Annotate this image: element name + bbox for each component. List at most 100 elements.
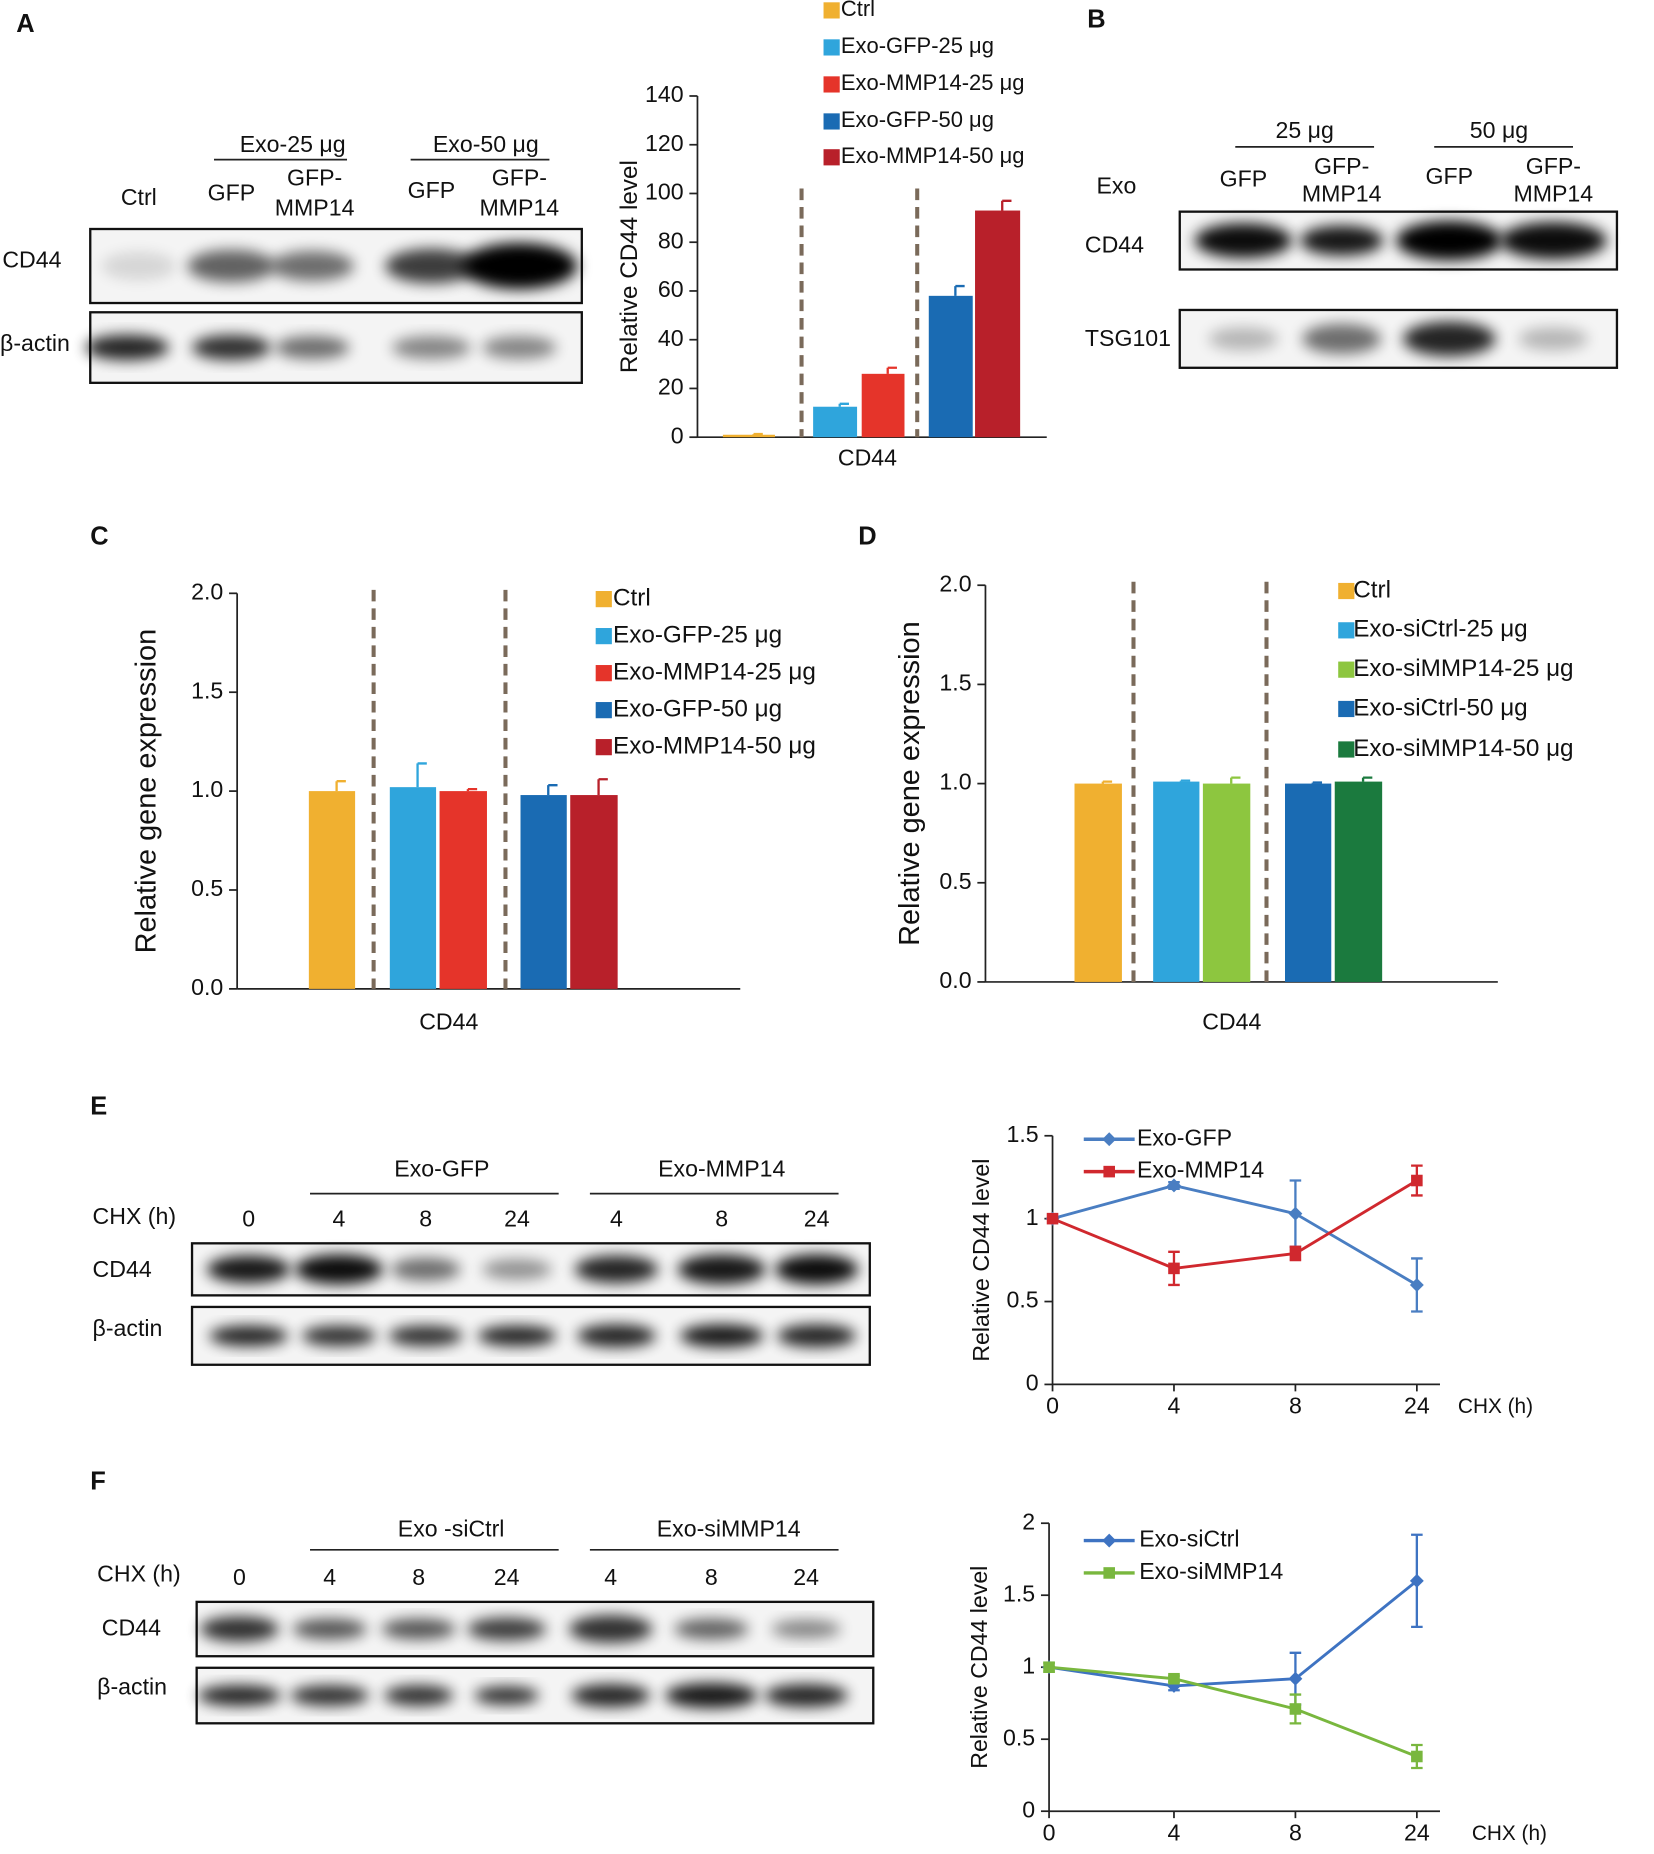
y-tick-label: 2.0 bbox=[191, 578, 223, 604]
band bbox=[388, 1325, 463, 1347]
y-axis-label: Relative CD44 level bbox=[966, 1566, 992, 1769]
legend-swatch bbox=[823, 76, 840, 93]
band bbox=[574, 1255, 659, 1284]
blot-header: Exo bbox=[1096, 172, 1136, 198]
y-tick-label: 0.5 bbox=[1003, 1724, 1035, 1750]
band bbox=[771, 1619, 841, 1639]
legend-label: Exo-MMP14-50 μg bbox=[841, 143, 1025, 168]
x-tick-label: 4 bbox=[1168, 1393, 1181, 1419]
y-tick-label: 140 bbox=[645, 81, 684, 107]
y-tick-label: 1 bbox=[1022, 1652, 1035, 1678]
x-tick-label: 4 bbox=[1168, 1819, 1181, 1845]
bar bbox=[861, 373, 905, 438]
band bbox=[381, 1618, 456, 1640]
error-bar bbox=[1361, 776, 1373, 782]
y-tick-label: 1.5 bbox=[191, 677, 223, 703]
group-label: 50 μg bbox=[1470, 117, 1528, 143]
x-tick-label: CD44 bbox=[419, 1009, 478, 1035]
band bbox=[482, 335, 557, 360]
legend-swatch bbox=[1338, 582, 1355, 600]
marker bbox=[1409, 1278, 1424, 1292]
band bbox=[390, 1257, 461, 1281]
legend-swatch bbox=[823, 149, 840, 166]
row-label: β-actin bbox=[97, 1674, 167, 1700]
y-tick-label: 0 bbox=[1026, 1370, 1039, 1396]
lane-label: 4 bbox=[323, 1564, 336, 1590]
marker bbox=[1043, 1661, 1055, 1673]
legend-label: Exo-GFP bbox=[1137, 1124, 1232, 1150]
band bbox=[392, 335, 471, 360]
y-tick-label: 0.0 bbox=[939, 967, 971, 993]
legend-swatch bbox=[823, 39, 840, 56]
y-tick-label: 2 bbox=[1022, 1508, 1035, 1534]
legend-label: Exo-siCtrl-50 μg bbox=[1353, 694, 1527, 721]
bar bbox=[975, 210, 1021, 438]
blot-row bbox=[89, 227, 583, 305]
band bbox=[197, 1685, 282, 1706]
y-tick-label: 1.5 bbox=[939, 670, 971, 696]
lane-label: 0 bbox=[233, 1564, 246, 1590]
legend-swatch bbox=[595, 702, 612, 719]
legend-label: Exo-siMMP14-50 μg bbox=[1353, 735, 1573, 762]
x-axis-label: CHX (h) bbox=[1458, 1395, 1533, 1418]
band bbox=[192, 334, 271, 361]
lane-label: 0 bbox=[242, 1205, 255, 1231]
band bbox=[467, 1617, 546, 1641]
legend-label: Exo-GFP-25 μg bbox=[841, 33, 994, 58]
band bbox=[774, 1254, 859, 1285]
blot-row bbox=[195, 1600, 875, 1658]
marker bbox=[1288, 1206, 1303, 1221]
marker bbox=[1168, 1262, 1180, 1275]
lane-label: GFP bbox=[1425, 163, 1473, 189]
y-tick-label: 0 bbox=[1022, 1796, 1035, 1822]
y-tick-label: 100 bbox=[645, 179, 684, 205]
bar bbox=[308, 791, 356, 989]
legend-label: Exo-GFP-50 μg bbox=[613, 696, 782, 723]
band bbox=[1500, 222, 1607, 260]
panel-letter: B bbox=[1087, 6, 1105, 34]
lane-label: GFP bbox=[208, 179, 256, 205]
error-bar bbox=[1230, 776, 1241, 784]
legend-label: Ctrl bbox=[1353, 576, 1391, 603]
row-label: CD44 bbox=[102, 1615, 161, 1641]
error-bar bbox=[597, 778, 608, 796]
bar bbox=[520, 795, 567, 989]
series-line bbox=[1048, 1579, 1418, 1688]
y-tick-label: 80 bbox=[658, 227, 684, 253]
legend-swatch bbox=[595, 628, 612, 645]
x-tick-label: 24 bbox=[1404, 1819, 1430, 1845]
lane-label: GFP- bbox=[1314, 153, 1369, 179]
y-axis-label: Relative gene expression bbox=[894, 621, 926, 946]
legend-marker bbox=[1102, 1533, 1117, 1548]
bar bbox=[722, 434, 775, 438]
marker bbox=[1288, 1671, 1303, 1686]
error-bar bbox=[466, 787, 478, 792]
y-tick-label: 120 bbox=[645, 130, 684, 156]
lane-label: 8 bbox=[705, 1564, 718, 1590]
series-line bbox=[1051, 1179, 1418, 1270]
x-axis-label: CHX (h) bbox=[1472, 1822, 1547, 1845]
blot-row bbox=[190, 1242, 871, 1297]
x-tick-label: 8 bbox=[1289, 1819, 1302, 1845]
band bbox=[764, 1683, 848, 1708]
blot-row bbox=[85, 311, 583, 384]
marker bbox=[1409, 1573, 1424, 1588]
legend-swatch bbox=[595, 591, 612, 608]
legend-swatch bbox=[1338, 661, 1355, 678]
error-bar bbox=[1179, 779, 1191, 782]
legend-label: Ctrl bbox=[613, 585, 651, 612]
panel-letters: A B C D E F bbox=[16, 6, 1105, 1496]
blot-row bbox=[190, 1305, 871, 1366]
marker bbox=[1411, 1750, 1423, 1763]
legend-label: Exo-MMP14-25 μg bbox=[841, 70, 1025, 95]
lane-label: 24 bbox=[504, 1205, 530, 1231]
legend-label: Exo-siMMP14 bbox=[1139, 1558, 1283, 1584]
legend-marker bbox=[1103, 1165, 1115, 1178]
y-tick-label: 40 bbox=[658, 325, 684, 351]
bar bbox=[570, 795, 618, 989]
lane-label: GFP bbox=[1220, 166, 1268, 192]
group-label: Exo-siMMP14 bbox=[657, 1515, 801, 1541]
panel-letter: C bbox=[90, 523, 108, 551]
lane-label: 4 bbox=[604, 1564, 617, 1590]
y-tick-label: 1.5 bbox=[1006, 1121, 1038, 1147]
